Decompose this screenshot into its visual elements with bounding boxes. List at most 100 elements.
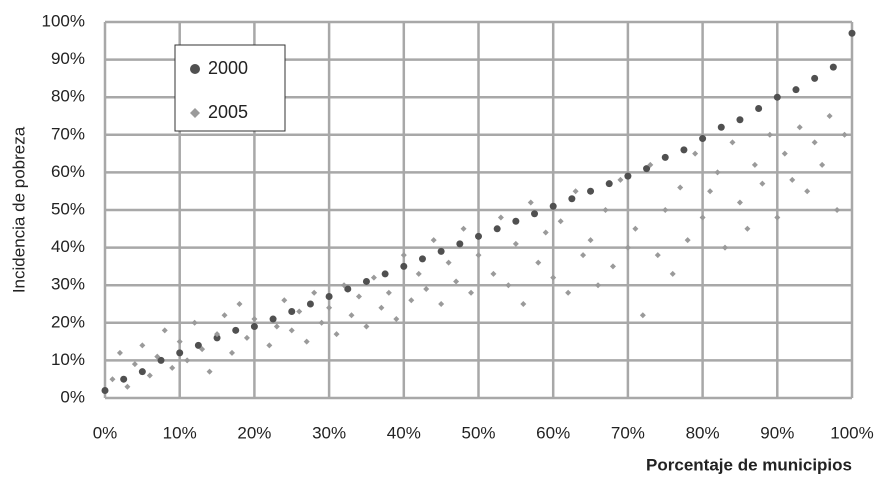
point <box>766 131 773 138</box>
point <box>811 74 819 82</box>
y-tick-label: 50% <box>51 199 85 218</box>
y-tick-label: 90% <box>51 49 85 68</box>
point <box>755 104 763 112</box>
y-tick-label: 30% <box>51 275 85 294</box>
x-tick-label: 0% <box>93 423 118 442</box>
point <box>550 274 557 281</box>
point <box>341 282 348 289</box>
point <box>819 161 826 168</box>
point <box>311 289 318 296</box>
point <box>139 342 146 349</box>
point <box>717 123 725 131</box>
point <box>326 304 333 311</box>
point <box>288 308 296 316</box>
point <box>572 188 579 195</box>
y-tick-label: 60% <box>51 162 85 181</box>
x-tick-label: 30% <box>312 423 346 442</box>
point <box>124 383 131 390</box>
point <box>228 349 235 356</box>
point <box>138 368 146 376</box>
point <box>531 210 539 218</box>
legend-marker <box>190 64 200 74</box>
legend-box <box>174 44 286 132</box>
point <box>381 270 389 278</box>
point <box>829 63 837 71</box>
point <box>834 207 841 213</box>
x-tick-label: 100% <box>830 423 873 442</box>
point <box>781 150 788 157</box>
point <box>400 252 407 259</box>
point <box>609 263 616 270</box>
point <box>602 207 609 213</box>
point <box>266 342 273 349</box>
point <box>605 180 613 188</box>
point <box>826 113 833 119</box>
point <box>751 161 758 168</box>
point <box>146 372 153 379</box>
point <box>595 282 602 289</box>
point <box>587 237 594 244</box>
y-tick-label: 20% <box>51 312 85 331</box>
point <box>475 232 482 240</box>
point <box>699 214 706 221</box>
point <box>662 207 669 213</box>
point <box>617 176 624 183</box>
point <box>232 326 240 334</box>
y-tick-label: 70% <box>51 124 85 143</box>
point <box>643 165 651 173</box>
point <box>306 300 314 308</box>
point <box>661 153 669 161</box>
point <box>236 301 243 307</box>
point <box>490 270 497 277</box>
point <box>430 237 437 244</box>
point <box>250 323 258 331</box>
point <box>848 29 856 37</box>
point <box>774 214 781 221</box>
point <box>169 364 176 371</box>
y-tick-label: 10% <box>51 350 85 369</box>
y-tick-label: 100% <box>42 11 85 30</box>
point <box>184 357 191 364</box>
point <box>792 86 800 94</box>
point <box>624 244 631 251</box>
point <box>512 240 519 247</box>
point <box>418 255 426 263</box>
point <box>512 217 520 225</box>
point <box>460 225 467 232</box>
point <box>684 237 691 244</box>
point <box>729 139 736 146</box>
point <box>363 323 370 330</box>
legend: 2000 2005 <box>174 44 286 132</box>
x-tick-label: 50% <box>461 423 495 442</box>
point <box>161 327 168 334</box>
point <box>773 93 781 101</box>
point <box>654 252 661 259</box>
point <box>318 319 325 326</box>
point <box>157 356 165 364</box>
point <box>811 139 818 146</box>
point <box>269 315 277 323</box>
point <box>438 301 445 307</box>
point <box>736 199 743 206</box>
x-tick-label: 20% <box>237 423 271 442</box>
point <box>408 297 415 304</box>
point <box>176 338 183 345</box>
x-axis-title: Porcentaje de municipios <box>646 455 852 474</box>
point <box>680 146 688 154</box>
point <box>116 349 123 356</box>
point <box>565 289 572 296</box>
point <box>789 176 796 183</box>
point <box>303 338 310 345</box>
x-tick-label: 90% <box>760 423 794 442</box>
x-tick-label: 40% <box>387 423 421 442</box>
point <box>647 161 654 168</box>
point <box>281 297 288 304</box>
point <box>206 368 213 375</box>
x-tick-label: 70% <box>611 423 645 442</box>
point <box>804 188 811 195</box>
point <box>453 278 460 285</box>
point <box>288 327 295 334</box>
point <box>243 334 250 341</box>
point <box>176 349 184 357</box>
point <box>639 312 646 319</box>
